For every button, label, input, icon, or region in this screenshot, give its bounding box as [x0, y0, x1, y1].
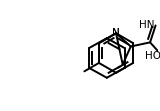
- Text: HO: HO: [145, 51, 160, 61]
- Text: HN: HN: [139, 20, 155, 30]
- Text: N: N: [112, 28, 120, 38]
- Text: N: N: [112, 28, 120, 38]
